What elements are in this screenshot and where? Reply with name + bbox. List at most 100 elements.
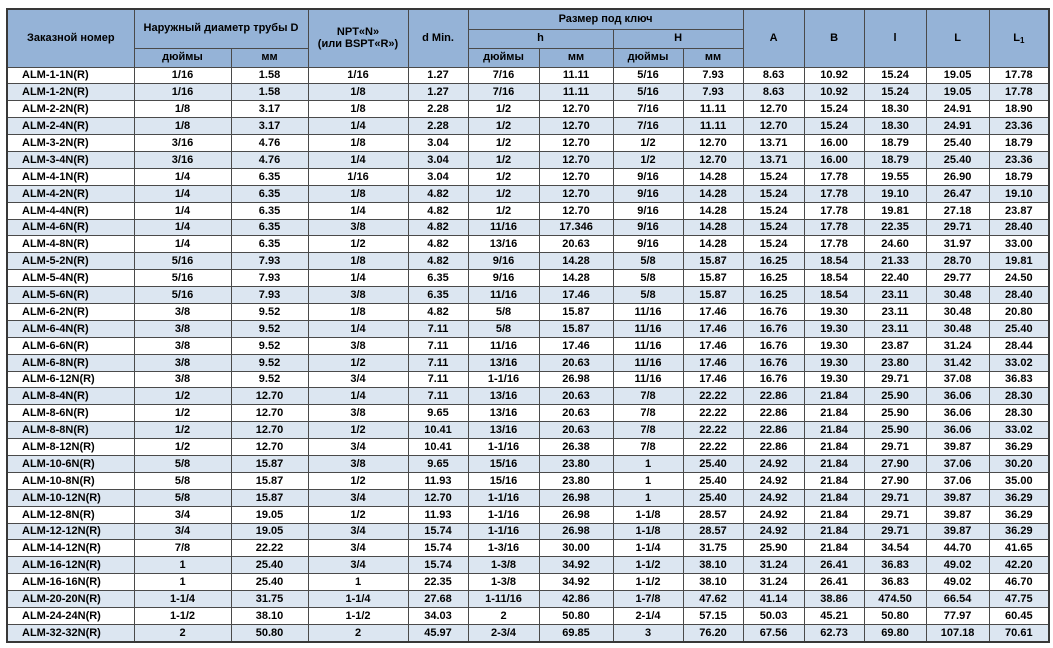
value-cell: 44.70 <box>925 539 990 558</box>
value-cell: 474.50 <box>863 590 927 608</box>
value-cell: 14.28 <box>682 218 744 237</box>
value-cell: 20.63 <box>538 235 614 254</box>
order-number-cell: ALM-6-8N(R) <box>6 353 135 372</box>
value-cell: 28.57 <box>682 505 744 524</box>
value-cell: 9.52 <box>230 319 309 338</box>
order-number-cell: ALM-4-6N(R) <box>6 218 135 237</box>
value-cell: 1/8 <box>133 117 232 136</box>
value-cell: 23.11 <box>863 286 927 304</box>
value-cell: 36.29 <box>988 505 1050 524</box>
value-cell: 2 <box>307 623 409 643</box>
value-cell: 5/16 <box>133 252 232 271</box>
table-row: ALM-12-8N(R) 3/4 19.05 1/2 11.93 1-1/16 26.98 1… <box>6 505 1050 524</box>
value-cell: 1/2 <box>467 167 540 186</box>
value-cell: 1/2 <box>467 100 540 119</box>
value-cell: 39.87 <box>925 522 990 541</box>
table-row: ALM-1-1N(R) 1/16 1.58 1/16 1.27 7/16 11.11 5/16… <box>6 66 1050 85</box>
value-cell: 9/16 <box>612 201 684 220</box>
value-cell: 12.70 <box>407 488 469 507</box>
table-row: ALM-5-4N(R) 5/16 7.93 1/4 6.35 9/16 14.28 5/8 15… <box>6 269 1050 288</box>
value-cell: 16.76 <box>742 302 805 321</box>
table-row: ALM-10-12N(R) 5/8 15.87 3/4 12.70 1-1/16 26.98… <box>6 488 1050 507</box>
header-outer-diameter: Наружный диаметр трубы D <box>133 8 309 49</box>
value-cell: 10.92 <box>803 66 865 85</box>
order-number-cell: ALM-1-2N(R) <box>6 83 135 102</box>
value-cell: 13/16 <box>467 235 540 254</box>
order-number-cell: ALM-4-4N(R) <box>6 201 135 220</box>
value-cell: 16.76 <box>742 336 805 355</box>
value-cell: 1/2 <box>467 117 540 136</box>
table-row: ALM-4-1N(R) 1/4 6.35 1/16 3.04 1/2 12.70 9/16 14… <box>6 167 1050 186</box>
table-row: ALM-6-6N(R) 3/8 9.52 3/8 7.11 11/16 17.46 11/16… <box>6 336 1050 355</box>
table-row: ALM-10-6N(R) 5/8 15.87 3/8 9.65 15/16 23.80 1 25… <box>6 454 1050 473</box>
value-cell: 15.24 <box>742 218 805 237</box>
value-cell: 25.40 <box>925 150 990 169</box>
value-cell: 45.97 <box>407 623 469 643</box>
header-h-mm: мм <box>538 47 614 68</box>
value-cell: 1-1/2 <box>612 556 684 575</box>
value-cell: 36.06 <box>925 421 990 440</box>
value-cell: 29.71 <box>863 370 927 389</box>
value-cell: 12.70 <box>538 184 614 203</box>
value-cell: 1/4 <box>307 117 409 136</box>
value-cell: 1/2 <box>467 201 540 220</box>
value-cell: 16.25 <box>742 252 805 271</box>
value-cell: 15/16 <box>467 471 540 490</box>
value-cell: 17.46 <box>682 319 744 338</box>
header-h-cap: H <box>612 28 744 49</box>
value-cell: 1 <box>612 471 684 490</box>
value-cell: 1 <box>612 488 684 507</box>
value-cell: 36.83 <box>863 573 927 592</box>
value-cell: 1/2 <box>307 421 409 440</box>
value-cell: 1/2 <box>612 150 684 169</box>
value-cell: 16.76 <box>742 353 805 372</box>
value-cell: 1/4 <box>133 218 232 237</box>
value-cell: 29.77 <box>925 269 990 288</box>
value-cell: 15.87 <box>538 302 614 321</box>
value-cell: 13.71 <box>742 150 805 169</box>
value-cell: 1/16 <box>133 83 232 102</box>
value-cell: 19.81 <box>863 201 927 220</box>
value-cell: 24.92 <box>742 454 805 473</box>
value-cell: 39.87 <box>925 488 990 507</box>
value-cell: 1/4 <box>307 269 409 288</box>
order-number-cell: ALM-5-2N(R) <box>6 252 135 271</box>
value-cell: 21.84 <box>803 454 865 473</box>
value-cell: 39.87 <box>925 438 990 456</box>
value-cell: 1 <box>612 454 684 473</box>
order-number-cell: ALM-16-16N(R) <box>6 573 135 592</box>
value-cell: 1 <box>133 573 232 592</box>
value-cell: 3/16 <box>133 150 232 169</box>
value-cell: 15.24 <box>742 235 805 254</box>
value-cell: 18.90 <box>988 100 1050 119</box>
value-cell: 19.30 <box>803 302 865 321</box>
value-cell: 12.70 <box>538 201 614 220</box>
value-cell: 16.76 <box>742 319 805 338</box>
value-cell: 6.35 <box>407 286 469 304</box>
value-cell: 38.86 <box>803 590 865 608</box>
value-cell: 14.28 <box>682 184 744 203</box>
value-cell: 3.04 <box>407 167 469 186</box>
value-cell: 36.06 <box>925 404 990 423</box>
value-cell: 15.24 <box>863 83 927 102</box>
value-cell: 11/16 <box>467 218 540 237</box>
value-cell: 15.24 <box>742 201 805 220</box>
value-cell: 21.33 <box>863 252 927 271</box>
order-number-cell: ALM-6-6N(R) <box>6 336 135 355</box>
order-number-cell: ALM-5-4N(R) <box>6 269 135 288</box>
value-cell: 8.63 <box>742 83 805 102</box>
value-cell: 25.90 <box>863 404 927 423</box>
header-hcap-mm: мм <box>682 47 744 68</box>
value-cell: 8.63 <box>742 66 805 85</box>
value-cell: 46.70 <box>988 573 1050 592</box>
value-cell: 7/16 <box>612 117 684 136</box>
value-cell: 3/8 <box>307 454 409 473</box>
value-cell: 2.28 <box>407 100 469 119</box>
value-cell: 24.91 <box>925 100 990 119</box>
value-cell: 19.30 <box>803 336 865 355</box>
value-cell: 15.24 <box>803 117 865 136</box>
value-cell: 1/4 <box>307 201 409 220</box>
value-cell: 11/16 <box>467 336 540 355</box>
value-cell: 25.40 <box>682 471 744 490</box>
value-cell: 3/8 <box>133 370 232 389</box>
